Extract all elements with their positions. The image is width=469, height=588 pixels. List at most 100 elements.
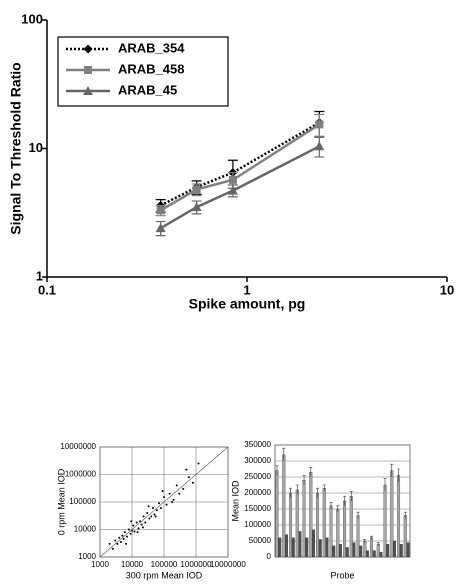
point	[118, 536, 121, 539]
point	[159, 507, 162, 510]
bar	[289, 492, 293, 558]
bar	[338, 544, 342, 558]
point	[126, 535, 129, 538]
series-line	[160, 123, 321, 212]
point	[155, 509, 158, 512]
y-tick-label: 150000	[244, 504, 271, 513]
bar	[376, 544, 380, 558]
x-axis-label: Spike amount, pg	[189, 296, 306, 312]
point	[178, 492, 181, 495]
point	[161, 490, 164, 493]
error-bar	[403, 511, 407, 519]
bar	[316, 492, 320, 558]
x-tick-label: 1000	[91, 560, 109, 569]
series-line	[160, 145, 320, 230]
error-bar	[316, 487, 320, 498]
x-tick-label: 1000000	[180, 560, 212, 569]
point	[185, 468, 188, 471]
bar	[345, 547, 349, 558]
point	[141, 526, 144, 529]
bar	[329, 505, 333, 558]
point	[136, 531, 139, 534]
point	[175, 484, 178, 487]
marker	[191, 202, 202, 212]
bar	[322, 488, 326, 558]
legend-marker	[83, 44, 93, 54]
y-axis-label: 0 rpm Mean IOD	[56, 468, 66, 535]
bar	[325, 537, 329, 558]
marker	[192, 185, 201, 194]
bar	[356, 515, 360, 558]
point	[129, 532, 132, 535]
y-axis-label: Mean IOD	[230, 480, 240, 522]
x-tick-label: 1	[243, 282, 250, 297]
error-bar	[363, 539, 367, 543]
point	[121, 534, 124, 537]
bar	[275, 470, 279, 558]
legend-marker	[84, 66, 92, 74]
y-tick-label: 10000	[74, 525, 97, 534]
point	[108, 542, 111, 545]
point	[146, 511, 149, 514]
bar	[403, 515, 407, 558]
marker	[314, 141, 325, 151]
error-bar	[309, 467, 313, 477]
error-bar	[336, 505, 340, 513]
point	[114, 539, 117, 542]
y-tick-label: 300000	[244, 456, 271, 465]
y-tick-label: 1	[36, 268, 43, 283]
bar	[332, 545, 336, 558]
error-bar	[343, 495, 347, 506]
y-tick-label: 100	[21, 11, 43, 26]
point	[130, 520, 133, 523]
error-bar	[390, 463, 394, 477]
bar	[383, 484, 387, 558]
point	[137, 527, 140, 530]
y-tick-label: 1000	[78, 552, 96, 561]
point	[182, 487, 185, 490]
point	[123, 531, 126, 534]
y-tick-label: 50000	[249, 536, 272, 545]
legend-label: ARAB_458	[118, 61, 184, 76]
point	[119, 541, 122, 544]
point	[163, 496, 165, 499]
bar	[309, 472, 313, 558]
point	[116, 542, 119, 545]
point	[154, 515, 157, 518]
bar	[392, 540, 396, 558]
bar	[386, 544, 390, 558]
marker	[315, 120, 324, 129]
bar	[278, 537, 282, 558]
x-tick-label: 0.1	[38, 282, 56, 297]
bar	[318, 539, 322, 558]
bar	[282, 454, 286, 558]
series-line	[160, 121, 320, 207]
legend-label: ARAB_354	[118, 40, 185, 55]
bar	[359, 545, 363, 558]
point	[148, 517, 151, 520]
legend-label: ARAB_45	[118, 82, 177, 97]
error-bar	[370, 535, 374, 540]
error-bar	[289, 487, 293, 498]
point	[187, 476, 190, 479]
point	[144, 521, 147, 524]
bar	[370, 537, 374, 558]
identity-line	[99, 446, 229, 558]
point	[153, 513, 156, 516]
point	[133, 530, 136, 533]
point	[111, 547, 114, 550]
point	[125, 542, 128, 545]
x-axis-label: Probe	[330, 570, 354, 580]
point	[147, 505, 150, 508]
point	[191, 481, 194, 484]
x-tick-label: 10000000	[210, 560, 246, 569]
plot-area	[274, 444, 411, 558]
point	[168, 492, 171, 495]
y-tick-label: 10	[29, 140, 43, 155]
x-axis-label: 300 rpm Mean IOD	[126, 570, 203, 580]
y-tick-label: 100000	[69, 497, 96, 506]
bar	[311, 529, 315, 558]
marker	[156, 206, 165, 215]
y-tick-label: 0	[267, 552, 272, 561]
x-tick-label: 10	[440, 282, 454, 297]
